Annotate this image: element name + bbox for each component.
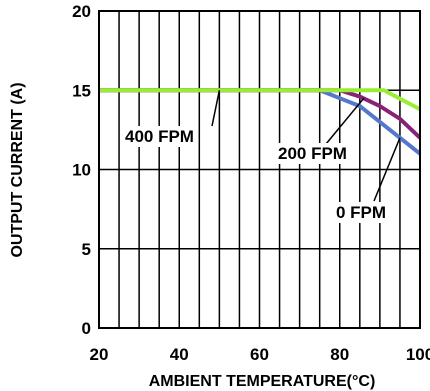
x-tick-label: 60 [250,345,269,364]
series-label-background [333,202,390,223]
label-leader-line [211,90,221,127]
series-labels: 400 FPM 200 FPM 0 FPM [122,126,390,223]
x-tick-label: 40 [170,345,189,364]
label-leaders [211,90,401,202]
series-label-200-fpm: 200 FPM [278,144,347,163]
label-leader-line [373,137,401,202]
y-axis-label: OUTPUT CURRENT (A) [9,82,26,257]
tick-labels: 20 40 60 80 100 0 5 10 15 20 [72,2,430,364]
grid [99,11,420,328]
x-tick-label: 80 [330,345,349,364]
y-tick-label: 20 [72,2,91,21]
x-axis-label: AMBIENT TEMPERATURE(°C) [149,373,376,390]
y-tick-label: 5 [82,240,91,259]
series-label-400-fpm: 400 FPM [125,127,194,146]
x-tick-label: 100 [406,345,430,364]
label-leader-line [325,97,365,145]
y-tick-label: 0 [82,319,91,338]
y-tick-label: 15 [72,81,91,100]
series-label-background [275,143,350,164]
x-tick-label: 20 [90,345,109,364]
series-line-400-fpm [99,88,421,112]
series-label-background [122,126,197,147]
plot-frame [98,10,421,329]
y-tick-label: 10 [72,161,91,180]
series-label-0-fpm: 0 FPM [336,203,386,222]
